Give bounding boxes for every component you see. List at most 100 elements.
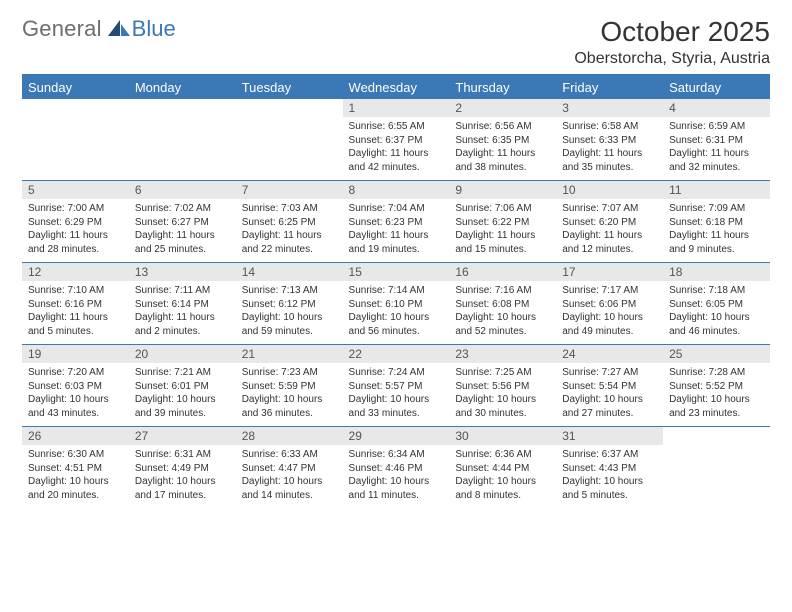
calendar-table: Sunday Monday Tuesday Wednesday Thursday…	[22, 76, 770, 508]
daylight-text: Daylight: 11 hours and 38 minutes.	[455, 147, 550, 174]
day-number: 4	[663, 99, 770, 117]
day-cell: Sunrise: 6:37 AMSunset: 4:43 PMDaylight:…	[556, 445, 663, 508]
sunset-text: Sunset: 6:22 PM	[455, 216, 550, 230]
day-cell: Sunrise: 6:30 AMSunset: 4:51 PMDaylight:…	[22, 445, 129, 508]
sunset-text: Sunset: 6:35 PM	[455, 134, 550, 148]
daylight-text: Daylight: 10 hours and 33 minutes.	[349, 393, 444, 420]
sunrise-text: Sunrise: 7:17 AM	[562, 284, 657, 298]
sunset-text: Sunset: 4:51 PM	[28, 462, 123, 476]
daynum-row: 567891011	[22, 181, 770, 200]
daylight-text: Daylight: 10 hours and 43 minutes.	[28, 393, 123, 420]
sunset-text: Sunset: 6:18 PM	[669, 216, 764, 230]
sunset-text: Sunset: 4:43 PM	[562, 462, 657, 476]
sunrise-text: Sunrise: 7:21 AM	[135, 366, 230, 380]
sunset-text: Sunset: 6:14 PM	[135, 298, 230, 312]
daylight-text: Daylight: 10 hours and 56 minutes.	[349, 311, 444, 338]
sunrise-text: Sunrise: 6:37 AM	[562, 448, 657, 462]
daylight-text: Daylight: 10 hours and 14 minutes.	[242, 475, 337, 502]
day-cell: Sunrise: 7:00 AMSunset: 6:29 PMDaylight:…	[22, 199, 129, 263]
day-number: 23	[449, 345, 556, 364]
sunset-text: Sunset: 6:08 PM	[455, 298, 550, 312]
day-cell: Sunrise: 7:03 AMSunset: 6:25 PMDaylight:…	[236, 199, 343, 263]
day-number: 21	[236, 345, 343, 364]
data-row: Sunrise: 6:30 AMSunset: 4:51 PM Daylight:…	[22, 445, 770, 508]
sunrise-text: Sunrise: 7:11 AM	[135, 284, 230, 298]
sunset-text: Sunset: 5:54 PM	[562, 380, 657, 394]
day-cell: Sunrise: 6:56 AMSunset: 6:35 PMDaylight:…	[449, 117, 556, 181]
sunrise-text: Sunrise: 6:34 AM	[349, 448, 444, 462]
sunset-text: Sunset: 4:44 PM	[455, 462, 550, 476]
sunset-text: Sunset: 6:16 PM	[28, 298, 123, 312]
page-title: October 2025	[574, 16, 770, 48]
day-cell: Sunrise: 7:28 AMSunset: 5:52 PMDaylight:…	[663, 363, 770, 427]
sunrise-text: Sunrise: 7:09 AM	[669, 202, 764, 216]
day-number: 27	[129, 427, 236, 446]
day-number: 9	[449, 181, 556, 200]
day-number: 13	[129, 263, 236, 282]
daylight-text: Daylight: 10 hours and 39 minutes.	[135, 393, 230, 420]
sunset-text: Sunset: 5:59 PM	[242, 380, 337, 394]
day-number: 14	[236, 263, 343, 282]
day-cell: Sunrise: 7:10 AMSunset: 6:16 PMDaylight:…	[22, 281, 129, 345]
sunrise-text: Sunrise: 7:20 AM	[28, 366, 123, 380]
sunset-text: Sunset: 6:05 PM	[669, 298, 764, 312]
day-cell: Sunrise: 7:14 AMSunset: 6:10 PMDaylight:…	[343, 281, 450, 345]
sunset-text: Sunset: 4:49 PM	[135, 462, 230, 476]
day-number	[663, 427, 770, 446]
day-cell: Sunrise: 7:07 AMSunset: 6:20 PMDaylight:…	[556, 199, 663, 263]
sunset-text: Sunset: 6:27 PM	[135, 216, 230, 230]
brand-text-2: Blue	[132, 16, 176, 42]
day-cell: Sunrise: 7:11 AMSunset: 6:14 PMDaylight:…	[129, 281, 236, 345]
day-number	[236, 99, 343, 117]
daynum-row: 262728293031	[22, 427, 770, 446]
day-number	[129, 99, 236, 117]
day-cell: Sunrise: 7:18 AMSunset: 6:05 PMDaylight:…	[663, 281, 770, 345]
sunrise-text: Sunrise: 6:30 AM	[28, 448, 123, 462]
sunset-text: Sunset: 6:03 PM	[28, 380, 123, 394]
sunrise-text: Sunrise: 7:07 AM	[562, 202, 657, 216]
day-number: 26	[22, 427, 129, 446]
sunrise-text: Sunrise: 7:04 AM	[349, 202, 444, 216]
day-number: 17	[556, 263, 663, 282]
sunset-text: Sunset: 6:29 PM	[28, 216, 123, 230]
day-number: 19	[22, 345, 129, 364]
sunrise-text: Sunrise: 7:03 AM	[242, 202, 337, 216]
sunrise-text: Sunrise: 7:27 AM	[562, 366, 657, 380]
daylight-text: Daylight: 11 hours and 19 minutes.	[349, 229, 444, 256]
location-subtitle: Oberstorcha, Styria, Austria	[574, 50, 770, 68]
sunset-text: Sunset: 4:47 PM	[242, 462, 337, 476]
day-number: 24	[556, 345, 663, 364]
day-number: 30	[449, 427, 556, 446]
sunrise-text: Sunrise: 7:06 AM	[455, 202, 550, 216]
daylight-text: Daylight: 10 hours and 23 minutes.	[669, 393, 764, 420]
daynum-row: 1234	[22, 99, 770, 117]
sunrise-text: Sunrise: 7:24 AM	[349, 366, 444, 380]
daylight-text: Daylight: 11 hours and 42 minutes.	[349, 147, 444, 174]
day-number: 1	[343, 99, 450, 117]
sunrise-text: Sunrise: 7:02 AM	[135, 202, 230, 216]
day-cell: Sunrise: 6:59 AMSunset: 6:31 PMDaylight:…	[663, 117, 770, 181]
sunrise-text: Sunrise: 7:14 AM	[349, 284, 444, 298]
sunset-text: Sunset: 6:31 PM	[669, 134, 764, 148]
daylight-text: Daylight: 11 hours and 22 minutes.	[242, 229, 337, 256]
data-row: Sunrise: 7:10 AMSunset: 6:16 PMDaylight:…	[22, 281, 770, 345]
sunrise-text: Sunrise: 7:16 AM	[455, 284, 550, 298]
day-number: 29	[343, 427, 450, 446]
daylight-text: Daylight: 11 hours and 9 minutes.	[669, 229, 764, 256]
daylight-text: Daylight: 11 hours and 5 minutes.	[28, 311, 123, 338]
day-number: 20	[129, 345, 236, 364]
daylight-text: Daylight: 10 hours and 59 minutes.	[242, 311, 337, 338]
sunset-text: Sunset: 6:06 PM	[562, 298, 657, 312]
brand-logo: General Blue	[22, 16, 176, 42]
day-number: 6	[129, 181, 236, 200]
col-friday: Friday	[556, 76, 663, 99]
day-header-row: Sunday Monday Tuesday Wednesday Thursday…	[22, 76, 770, 99]
col-wednesday: Wednesday	[343, 76, 450, 99]
day-number	[22, 99, 129, 117]
sunrise-text: Sunrise: 7:13 AM	[242, 284, 337, 298]
day-cell: Sunrise: 6:34 AMSunset: 4:46 PMDaylight:…	[343, 445, 450, 508]
day-cell: Sunrise: 7:17 AMSunset: 6:06 PMDaylight:…	[556, 281, 663, 345]
sunset-text: Sunset: 6:33 PM	[562, 134, 657, 148]
col-thursday: Thursday	[449, 76, 556, 99]
daynum-row: 19202122232425	[22, 345, 770, 364]
